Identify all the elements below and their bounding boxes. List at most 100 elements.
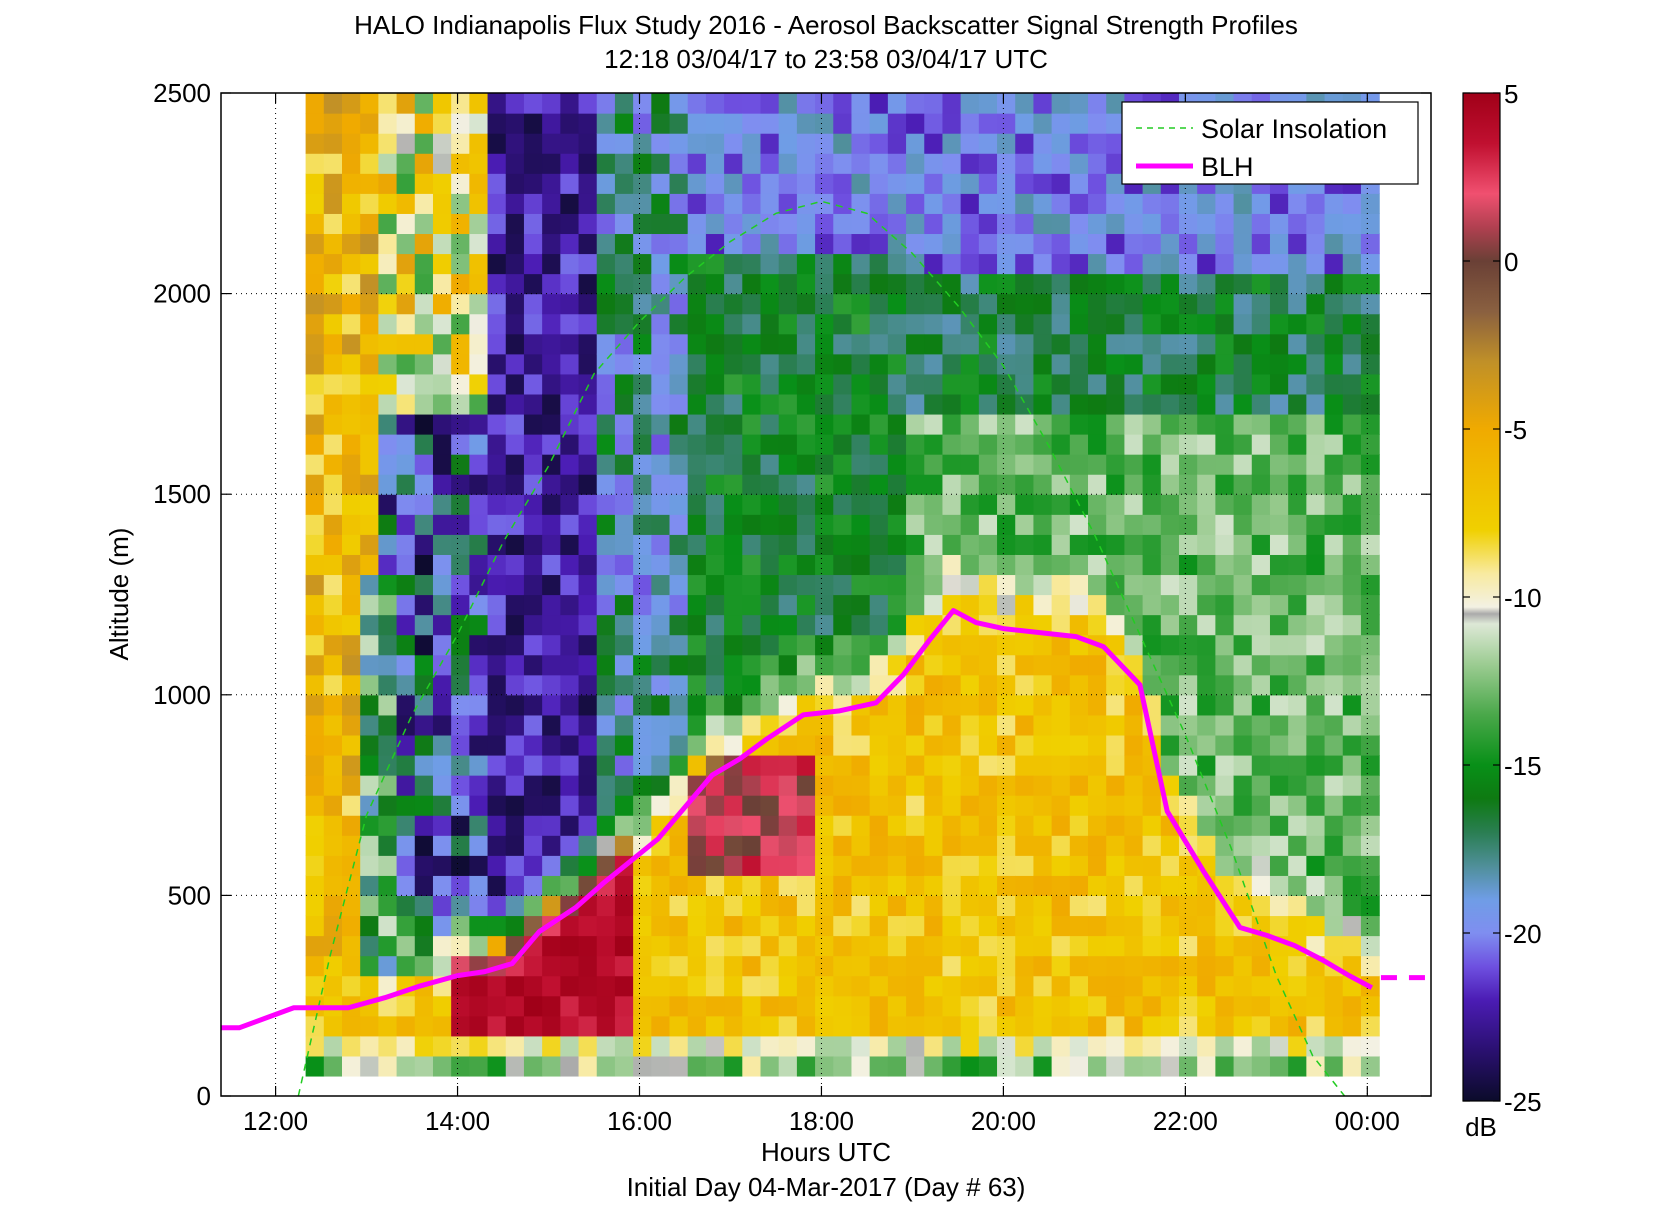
heatmap-cell <box>396 534 416 555</box>
heatmap-cell <box>1251 434 1271 455</box>
heatmap-cell <box>978 93 998 114</box>
heatmap-cell <box>887 133 907 154</box>
heatmap-cell <box>1269 514 1289 535</box>
heatmap-cell <box>396 694 416 716</box>
heatmap-cell <box>1015 514 1035 535</box>
heatmap-cell <box>815 393 834 415</box>
heatmap-cell <box>451 975 470 997</box>
heatmap-cell <box>1124 895 1144 917</box>
heatmap-cell <box>924 995 944 1017</box>
heatmap-cell <box>1051 955 1071 977</box>
heatmap-cell <box>396 373 416 395</box>
heatmap-cell <box>1069 694 1089 716</box>
heatmap-cell <box>1269 353 1289 375</box>
heatmap-cell <box>1269 574 1289 596</box>
heatmap-cell <box>1306 795 1326 816</box>
heatmap-cell <box>942 935 962 957</box>
heatmap-cell <box>869 574 889 596</box>
heatmap-cell <box>633 795 652 816</box>
heatmap-cell <box>1142 674 1162 696</box>
heatmap-cell <box>705 233 725 255</box>
heatmap-cell <box>997 454 1016 475</box>
heatmap-cell <box>578 614 598 636</box>
heatmap-cell <box>906 233 925 255</box>
heatmap-cell <box>451 754 470 776</box>
heatmap-cell <box>833 113 853 134</box>
heatmap-cell <box>1051 674 1071 696</box>
heatmap-cell <box>778 153 798 174</box>
heatmap-cell <box>815 574 834 596</box>
heatmap-cell <box>724 654 743 676</box>
heatmap-cell <box>778 574 798 596</box>
heatmap-cell <box>1342 654 1362 676</box>
heatmap-cell <box>378 413 398 435</box>
heatmap-cell <box>342 1035 361 1057</box>
heatmap-cell <box>432 915 452 937</box>
heatmap-cell <box>342 1055 361 1077</box>
heatmap-cell <box>1033 714 1053 736</box>
heatmap-cell <box>1197 574 1216 596</box>
heatmap-cell <box>323 1055 343 1077</box>
heatmap-cell <box>1088 434 1107 455</box>
heatmap-cell <box>542 895 561 917</box>
heatmap-cell <box>651 173 671 194</box>
heatmap-cell <box>342 674 361 696</box>
heatmap-cell <box>687 233 707 255</box>
heatmap-cell <box>432 253 452 275</box>
heatmap-cell <box>633 554 652 576</box>
heatmap-cell <box>687 714 707 736</box>
heatmap-cell <box>1342 614 1362 636</box>
heatmap-cell <box>342 835 361 856</box>
heatmap-cell <box>997 213 1016 235</box>
heatmap-cell <box>1197 534 1216 555</box>
heatmap-cell <box>523 514 543 535</box>
heatmap-cell <box>432 153 452 174</box>
heatmap-cell <box>833 654 853 676</box>
heatmap-cell <box>869 413 889 435</box>
heatmap-cell <box>651 714 671 736</box>
heatmap-cell <box>906 413 925 435</box>
heatmap-cell <box>906 353 925 375</box>
heatmap-cell <box>1251 754 1271 776</box>
heatmap-cell <box>1306 574 1326 596</box>
heatmap-cell <box>505 213 525 235</box>
heatmap-cell <box>705 594 725 616</box>
heatmap-cell <box>596 875 616 896</box>
heatmap-cell <box>833 734 853 756</box>
heatmap-cell <box>1197 413 1216 435</box>
heatmap-cell <box>1215 955 1235 977</box>
heatmap-cell <box>469 113 489 134</box>
heatmap-cell <box>796 674 816 696</box>
heatmap-cell <box>542 554 561 576</box>
heatmap-cell <box>323 413 343 435</box>
heatmap-cell <box>851 494 871 515</box>
heatmap-cell <box>614 534 634 555</box>
heatmap-cell <box>778 855 798 876</box>
heatmap-cell <box>1360 574 1380 596</box>
heatmap-cell <box>960 955 980 977</box>
heatmap-cell <box>1015 574 1035 596</box>
heatmap-cell <box>596 754 616 776</box>
colorbar-tick-label: 5 <box>1504 79 1518 109</box>
heatmap-cell <box>469 815 489 836</box>
heatmap-cell <box>687 534 707 555</box>
heatmap-cell <box>305 253 325 275</box>
heatmap-cell <box>1269 494 1289 515</box>
heatmap-cell <box>1069 353 1089 375</box>
heatmap-cell <box>997 1035 1016 1057</box>
heatmap-cell <box>1069 1055 1089 1077</box>
heatmap-cell <box>924 835 944 856</box>
heatmap-cell <box>851 955 871 977</box>
heatmap-cell <box>887 93 907 114</box>
heatmap-cell <box>942 93 962 114</box>
heatmap-cell <box>1160 935 1180 957</box>
heatmap-cell <box>560 514 580 535</box>
heatmap-cell <box>1215 273 1235 295</box>
heatmap-cell <box>342 474 361 495</box>
heatmap-cell <box>378 815 398 836</box>
heatmap-cell <box>378 614 398 636</box>
heatmap-cell <box>669 273 689 295</box>
heatmap-cell <box>1324 674 1344 696</box>
heatmap-cell <box>305 514 325 535</box>
heatmap-cell <box>1124 193 1144 214</box>
